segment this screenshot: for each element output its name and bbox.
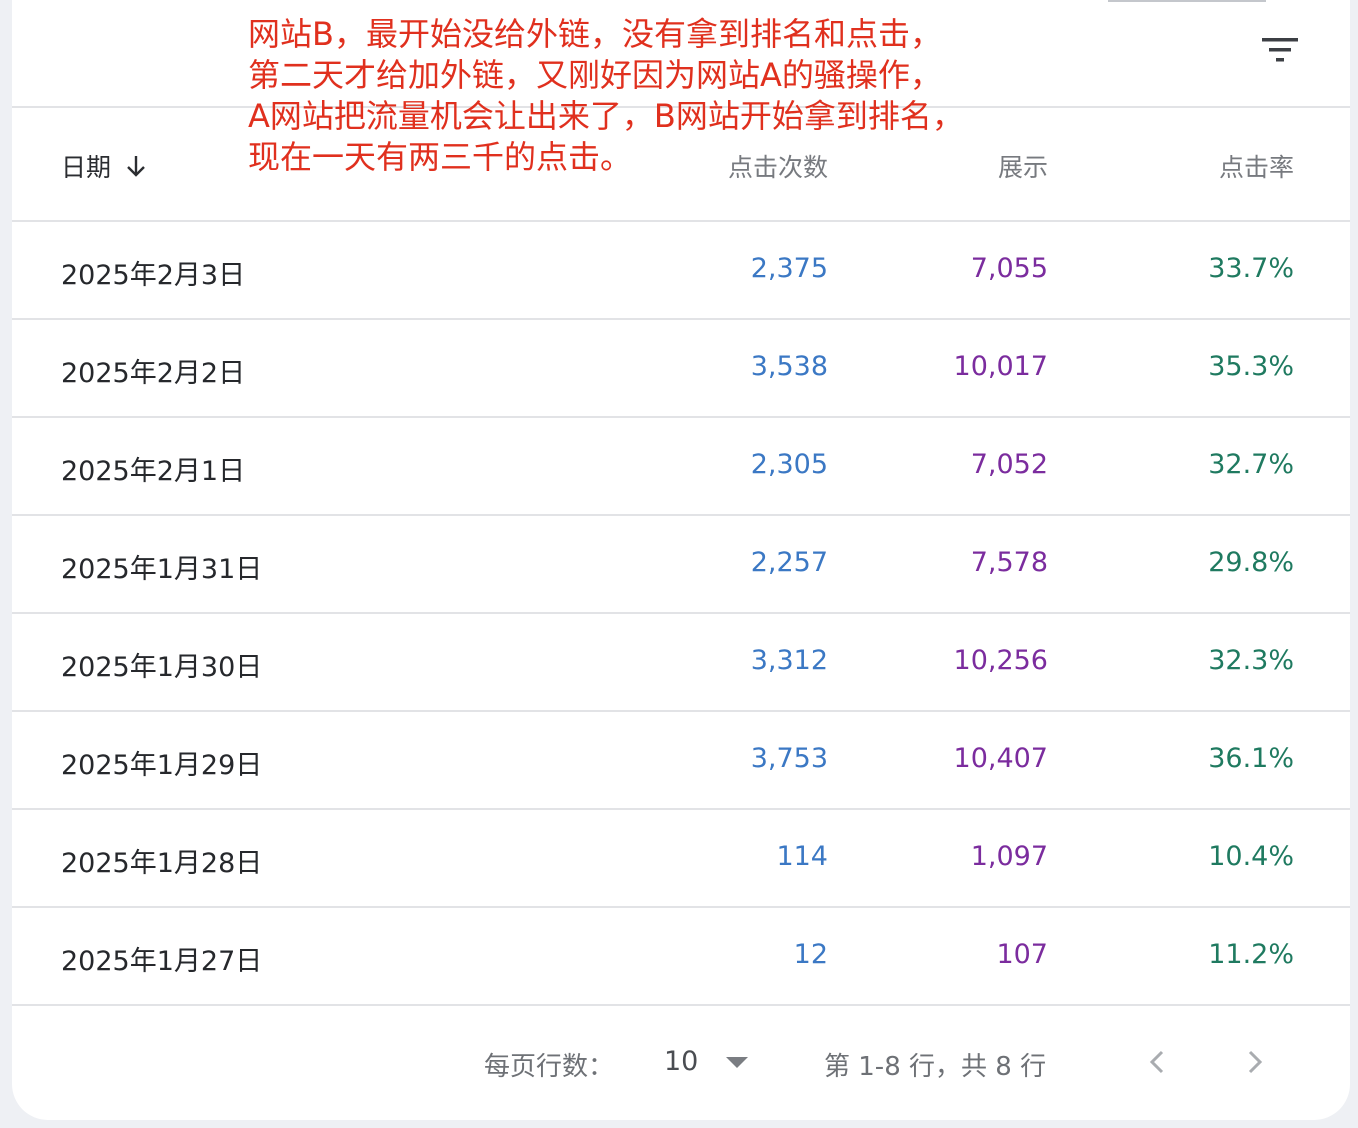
- annotation-line: 网站B，最开始没给外链，没有拿到排名和点击，: [248, 15, 942, 53]
- clicks-cell: 2,305: [750, 449, 828, 480]
- date-cell: 2025年2月3日: [61, 260, 246, 291]
- rows-per-page-value: 10: [664, 1046, 699, 1077]
- impressions-cell: 107: [996, 939, 1048, 970]
- ctr-cell: 32.7%: [1208, 449, 1294, 480]
- annotation-line: 现在一天有两三千的点击。: [248, 138, 633, 176]
- column-header-ctr[interactable]: 点击率: [1218, 153, 1294, 182]
- ctr-cell: 10.4%: [1208, 841, 1294, 872]
- table-row[interactable]: 2025年2月2日 3,538 10,017 35.3%: [12, 320, 1350, 418]
- table-row[interactable]: 2025年2月1日 2,305 7,052 32.7%: [12, 418, 1350, 516]
- column-header-clicks[interactable]: 点击次数: [727, 153, 828, 182]
- date-cell: 2025年1月28日: [61, 848, 263, 879]
- column-header-date[interactable]: 日期: [61, 148, 149, 184]
- clicks-cell: 2,257: [750, 547, 828, 578]
- date-cell: 2025年1月31日: [61, 554, 263, 585]
- table-header-row: 日期 点击次数 展示 点击率: [12, 108, 1350, 222]
- impressions-cell: 7,052: [970, 449, 1048, 480]
- arrow-down-icon: [127, 156, 145, 177]
- tab-indicator: [1108, 0, 1266, 2]
- annotation-overlay: 网站B，最开始没给外链，没有拿到排名和点击， 第二天才给加外链，又刚好因为网站A…: [248, 14, 1048, 178]
- ctr-cell: 35.3%: [1208, 351, 1294, 382]
- table-body: 2025年2月3日 2,375 7,055 33.7% 2025年2月2日 3,…: [12, 222, 1350, 1006]
- pagination-bar: 每页行数： 10 第 1-8 行，共 8 行: [12, 1006, 1350, 1120]
- date-cell: 2025年2月2日: [61, 358, 246, 389]
- clicks-cell: 2,375: [750, 253, 828, 284]
- column-header-date-label: 日期: [61, 153, 112, 182]
- clicks-cell: 114: [776, 841, 828, 872]
- pagination-range: 第 1-8 行，共 8 行: [824, 1052, 1047, 1082]
- chevron-right-icon[interactable]: [1236, 1044, 1272, 1080]
- column-header-impressions[interactable]: 展示: [997, 153, 1048, 182]
- rows-per-page-label: 每页行数：: [484, 1052, 615, 1082]
- clicks-cell: 3,753: [750, 743, 828, 774]
- impressions-cell: 10,256: [953, 645, 1048, 676]
- table-row[interactable]: 2025年1月28日 114 1,097 10.4%: [12, 810, 1350, 908]
- impressions-cell: 10,407: [953, 743, 1048, 774]
- table-row[interactable]: 2025年1月30日 3,312 10,256 32.3%: [12, 614, 1350, 712]
- date-cell: 2025年1月29日: [61, 750, 263, 781]
- chevron-left-icon[interactable]: [1140, 1044, 1176, 1080]
- table-toolbar: [12, 0, 1350, 108]
- impressions-cell: 7,055: [970, 253, 1048, 284]
- table-row[interactable]: 2025年1月29日 3,753 10,407 36.1%: [12, 712, 1350, 810]
- annotation-line: A网站把流量机会让出来了，B网站开始拿到排名，: [248, 97, 964, 135]
- clicks-cell: 3,312: [750, 645, 828, 676]
- table-row[interactable]: 2025年2月3日 2,375 7,055 33.7%: [12, 222, 1350, 320]
- ctr-cell: 29.8%: [1208, 547, 1294, 578]
- clicks-cell: 3,538: [750, 351, 828, 382]
- impressions-cell: 10,017: [953, 351, 1048, 382]
- date-cell: 2025年2月1日: [61, 456, 246, 487]
- ctr-cell: 11.2%: [1208, 939, 1294, 970]
- rows-per-page-select[interactable]: 10: [664, 1040, 764, 1084]
- impressions-cell: 7,578: [970, 547, 1048, 578]
- table-row[interactable]: 2025年1月27日 12 107 11.2%: [12, 908, 1350, 1006]
- impressions-cell: 1,097: [970, 841, 1048, 872]
- date-cell: 2025年1月30日: [61, 652, 263, 683]
- clicks-cell: 12: [793, 939, 828, 970]
- table-row[interactable]: 2025年1月31日 2,257 7,578 29.8%: [12, 516, 1350, 614]
- ctr-cell: 32.3%: [1208, 645, 1294, 676]
- ctr-cell: 36.1%: [1208, 743, 1294, 774]
- date-cell: 2025年1月27日: [61, 946, 263, 977]
- performance-table-card: 日期 点击次数 展示 点击率 2025年2月3日 2,375 7,055 33.…: [12, 0, 1350, 1120]
- caret-down-icon: [726, 1057, 748, 1068]
- ctr-cell: 33.7%: [1208, 253, 1294, 284]
- filter-icon[interactable]: [1260, 36, 1300, 64]
- annotation-line: 第二天才给加外链，又刚好因为网站A的骚操作，: [248, 56, 942, 94]
